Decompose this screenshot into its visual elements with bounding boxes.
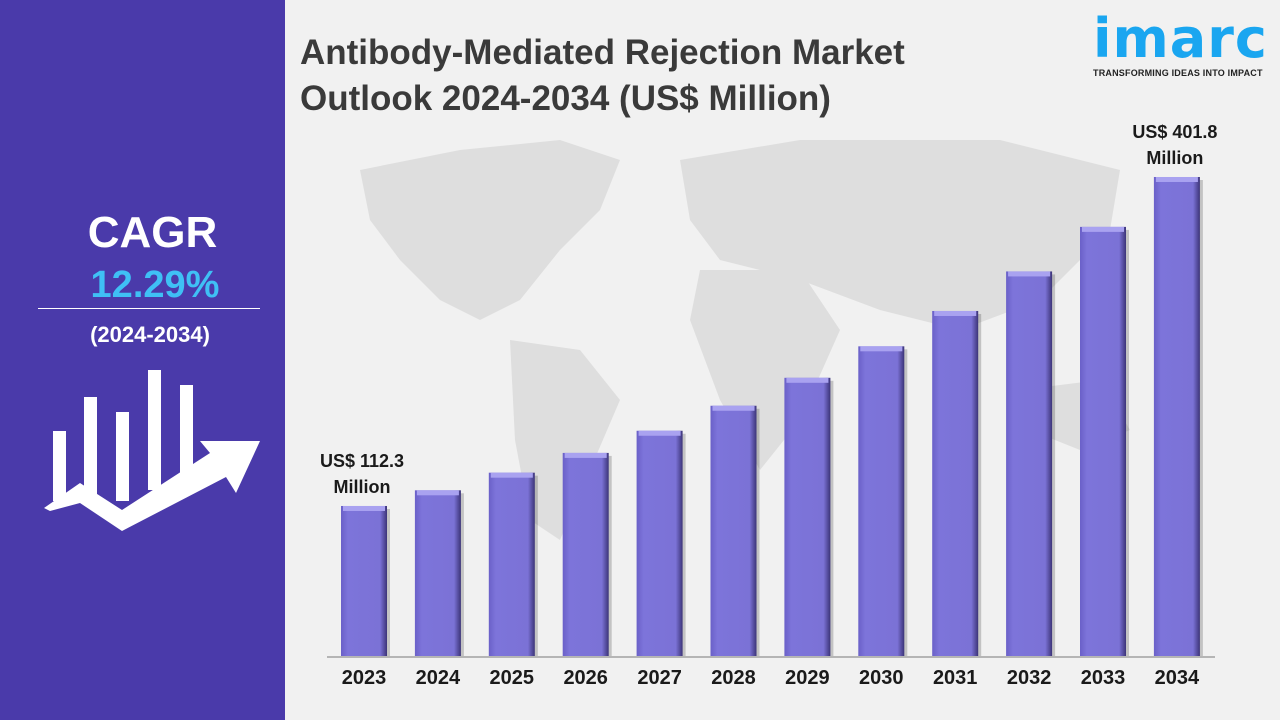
bar-highlight (343, 505, 385, 511)
bar-2026 (562, 452, 609, 657)
x-tick-label: 2032 (1007, 667, 1052, 689)
x-tick-label: 2028 (711, 667, 756, 689)
x-tick-label: 2029 (785, 667, 830, 689)
imarc-logo: imarc TRANSFORMING IDEAS INTO IMPACT (1093, 7, 1268, 79)
data-label: US$ 401.8 (1132, 122, 1217, 142)
bar-highlight (860, 346, 903, 352)
bar-highlight (1008, 271, 1051, 277)
bar-highlight (1155, 176, 1198, 182)
bar-2029 (784, 377, 831, 657)
bar-2030 (858, 346, 905, 657)
bar-2024 (414, 490, 461, 657)
bar-highlight (786, 377, 829, 383)
bar-2027 (636, 430, 683, 657)
x-tick-label: 2031 (933, 667, 978, 689)
x-tick-label: 2034 (1155, 667, 1200, 689)
bar-chart-growth-arrow-icon (44, 370, 260, 531)
cagr-period: (2024-2034) (90, 322, 210, 347)
x-tick-label: 2024 (416, 667, 461, 689)
title-line-1: Antibody-Mediated Rejection Market (300, 33, 905, 72)
data-label-unit: Million (1146, 148, 1203, 168)
x-tick-label: 2026 (563, 667, 608, 689)
x-tick-label: 2033 (1081, 667, 1126, 689)
x-tick-label: 2027 (637, 667, 682, 689)
bar-highlight (416, 490, 459, 496)
data-label: US$ 112.3 (320, 451, 404, 471)
bar-2028 (710, 405, 757, 657)
bar-2031 (932, 310, 979, 657)
bar-2034 (1153, 176, 1200, 657)
bar-highlight (712, 405, 755, 411)
chart-title: Antibody-Mediated Rejection Market Outlo… (300, 30, 905, 122)
bar-highlight (490, 472, 533, 478)
cagr-value: 12.29% (90, 264, 220, 306)
data-label-unit: Million (334, 477, 391, 497)
bar-highlight (564, 452, 607, 458)
bar-highlight (934, 310, 977, 316)
x-tick-label: 2025 (490, 667, 535, 689)
x-tick-label: 2023 (342, 667, 387, 689)
cagr-label: CAGR (87, 208, 218, 257)
bar-highlight (1082, 226, 1124, 232)
left-panel: CAGR 12.29% (2024-2034) (0, 0, 285, 720)
title-line-2: Outlook 2024-2034 (US$ Million) (300, 79, 831, 118)
divider (38, 308, 260, 309)
bar-2025 (488, 472, 535, 657)
logo-tagline: TRANSFORMING IDEAS INTO IMPACT (1093, 68, 1263, 78)
bar-2033 (1080, 226, 1126, 657)
bar-2023 (341, 505, 387, 657)
bar-highlight (638, 430, 681, 436)
x-tick-label: 2030 (859, 667, 904, 689)
logo-text: imarc (1093, 7, 1268, 70)
bar-2032 (1006, 271, 1053, 657)
